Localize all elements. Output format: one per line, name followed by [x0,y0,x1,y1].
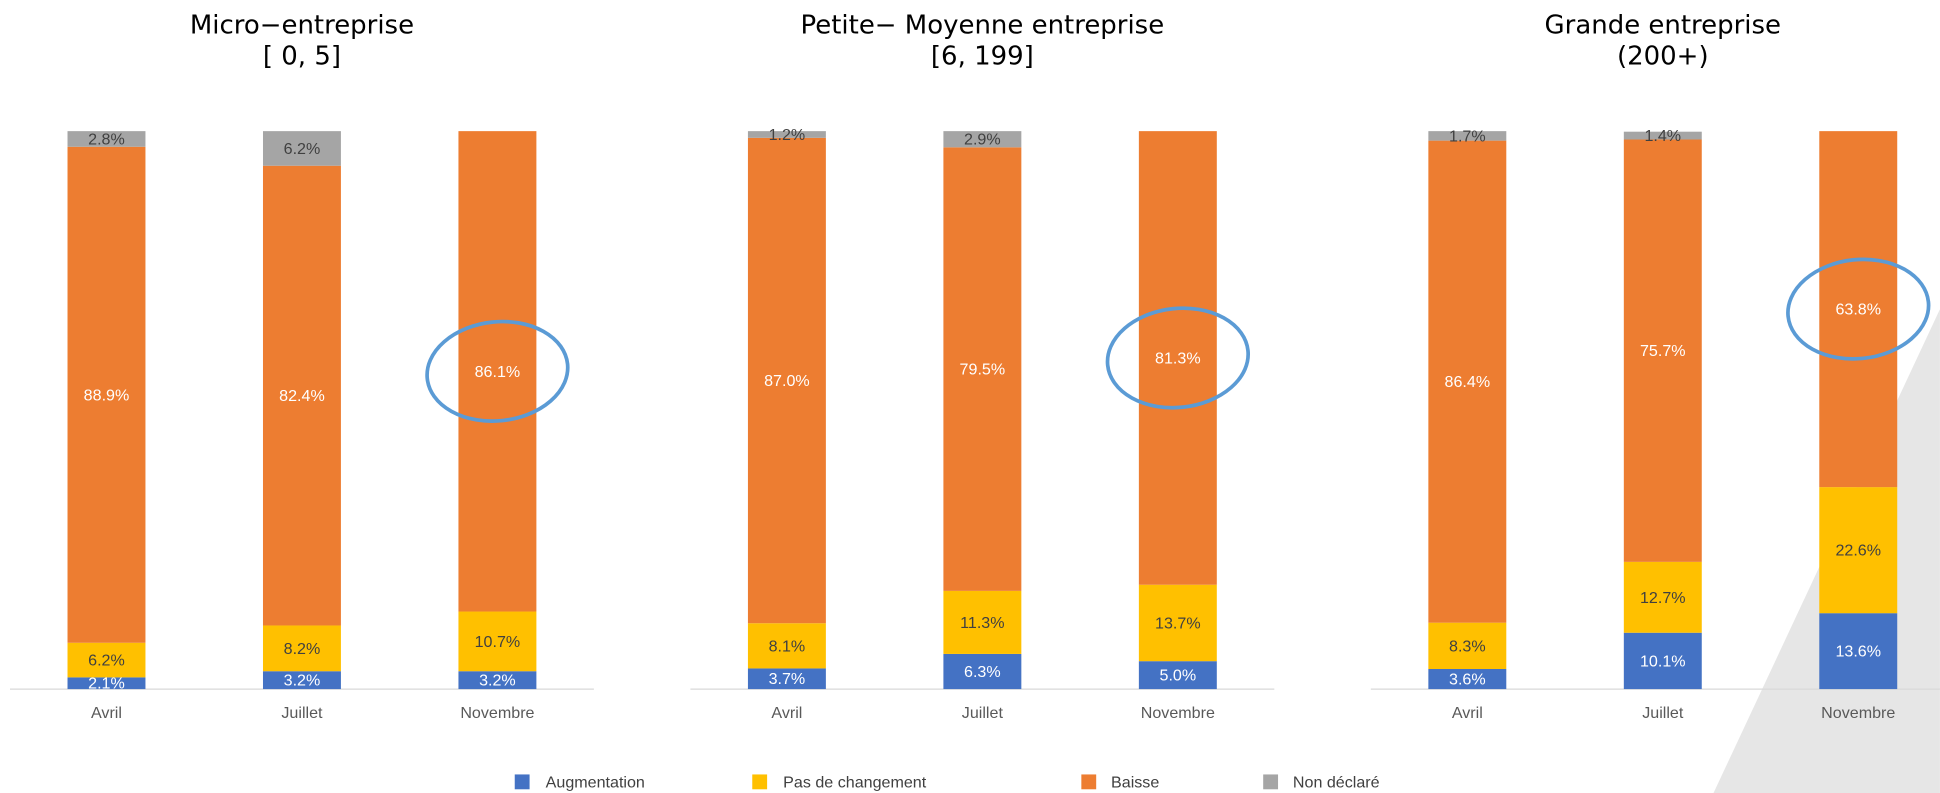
value-label: 63.8% [1835,301,1881,319]
value-label: 2.1% [88,675,125,693]
value-label: 12.7% [1640,589,1686,607]
value-label: 81.3% [1155,349,1201,367]
chart-subtitle: (200+) [1617,41,1709,71]
legend-swatch [1081,774,1096,789]
chart: Micro−entreprise[ 0, 5] Avril 2.1% 6.2% 88.9… [0,0,1940,793]
value-label: 1.2% [769,126,806,144]
value-label: 10.7% [475,633,521,651]
value-label: 3.7% [769,670,806,688]
legend-swatch [515,774,530,789]
value-label: 88.9% [84,386,130,404]
value-label: 6.2% [284,140,321,158]
value-label: 87.0% [764,372,810,390]
value-label: 10.1% [1640,652,1686,670]
legend-swatch [752,774,767,789]
value-label: 22.6% [1835,542,1881,560]
chart-title: Micro−entreprise [190,10,414,40]
value-label: 6.2% [88,652,125,670]
value-label: 3.6% [1449,671,1486,689]
x-tick-label: Avril [771,704,802,722]
value-label: 1.7% [1449,127,1486,145]
x-tick-label: Avril [1452,704,1483,722]
value-label: 86.4% [1445,373,1491,391]
value-label: 82.4% [279,387,325,405]
chart-subtitle: [ 0, 5] [263,41,341,71]
value-label: 3.2% [284,672,321,690]
value-label: 8.3% [1449,637,1486,655]
legend-label: Baisse [1111,773,1159,791]
value-label: 86.1% [475,363,521,381]
value-label: 6.3% [964,663,1001,681]
legend-label: Non déclaré [1293,773,1380,791]
x-tick-label: Avril [91,704,122,722]
value-label: 5.0% [1160,667,1197,685]
value-label: 11.3% [960,614,1004,632]
x-tick-label: Juillet [281,704,323,722]
chart-title: Grande entreprise [1545,10,1781,40]
value-label: 2.9% [964,131,1001,149]
value-label: 8.1% [769,637,806,655]
legend-label: Augmentation [546,773,645,791]
chart-subtitle: [6, 199] [931,41,1034,71]
x-tick-label: Novembre [1821,704,1895,722]
value-label: 3.2% [479,672,516,690]
value-label: 13.6% [1835,643,1881,661]
value-label: 75.7% [1640,342,1686,360]
value-label: 1.4% [1644,127,1681,145]
page: Micro−entreprise[ 0, 5] Avril 2.1% 6.2% 88.9… [0,0,1940,793]
x-tick-label: Novembre [1141,704,1215,722]
value-label: 13.7% [1155,614,1201,632]
x-tick-label: Novembre [460,704,534,722]
value-label: 2.8% [88,130,125,148]
legend-swatch [1263,774,1278,789]
x-tick-label: Juillet [1642,704,1684,722]
x-tick-label: Juillet [962,704,1004,722]
legend-label: Pas de changement [783,773,927,791]
chart-title: Petite− Moyenne entreprise [801,10,1165,40]
value-label: 79.5% [960,361,1006,379]
value-label: 8.2% [284,640,321,658]
